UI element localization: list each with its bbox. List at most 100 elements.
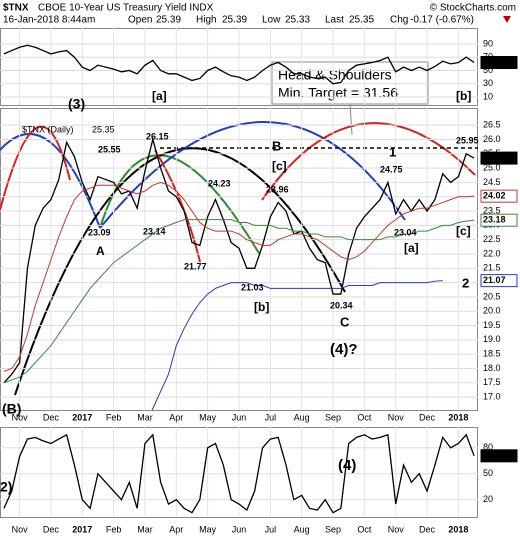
annotation: [b] (254, 300, 269, 314)
value-tag (480, 189, 518, 203)
x-tick-label: 2017 (72, 524, 92, 534)
x-tick-label: Dec (419, 524, 436, 534)
y-tick-label: 22.5 (483, 234, 501, 244)
down-arrow (503, 16, 511, 23)
x-tick-label: Nov (12, 524, 29, 534)
x-tick-label: Apr (169, 524, 183, 534)
callout-text: Min. Target = 31.56 (278, 85, 398, 101)
series-line (3, 181, 475, 372)
annotation: 21.77 (184, 261, 207, 271)
value-tag (480, 56, 518, 70)
x-tick-label: May (199, 524, 217, 534)
low-label: Low (262, 15, 281, 26)
symbol: $TNX (3, 3, 29, 14)
y-tick-label: 80 (483, 442, 493, 452)
x-tick-label: Jun (232, 524, 247, 534)
open-label: Open (128, 15, 152, 26)
credit: © StockCharts.com (430, 3, 516, 14)
low: 25.33 (285, 15, 310, 26)
y-tick-label: 19.0 (483, 334, 501, 344)
y-tick-label: 20 (483, 494, 493, 504)
annotation: (4) (338, 457, 356, 474)
x-tick-label: Sep (325, 412, 341, 422)
x-tick-label: Dec (43, 412, 60, 422)
cycle-arc (14, 147, 346, 396)
annotation: 26.15 (146, 131, 169, 141)
annotation: 25.55 (98, 144, 121, 154)
x-tick-label: Nov (12, 412, 29, 422)
high-label: High (196, 15, 217, 26)
y-tick-label: 17.5 (483, 377, 501, 387)
x-tick-label: 2017 (72, 412, 92, 422)
annotation: 1 (389, 144, 396, 159)
annotation: 24.75 (380, 164, 403, 174)
y-tick-label: 26.0 (483, 134, 501, 144)
y-tick-label: 10 (483, 91, 493, 101)
series-line (3, 219, 475, 384)
x-tick-label: Aug (294, 412, 310, 422)
x-tick-label: Jul (265, 412, 277, 422)
y-tick-label: 23.5 (483, 205, 501, 215)
chg-label: Chg (390, 15, 408, 26)
high: 25.39 (222, 15, 247, 26)
annotation: C (340, 314, 350, 329)
value-tag-label: 25.35 (483, 152, 506, 162)
value-tag-label: 24.02 (483, 191, 506, 201)
annotation: [a] (152, 89, 167, 103)
value-tag-label: 21.07 (483, 275, 506, 285)
callout-text: Head & Shoulders (278, 67, 392, 83)
annotation: [c] (456, 224, 471, 238)
series-line (151, 280, 443, 410)
y-tick-label: 90 (483, 38, 493, 48)
y-tick-label: 26.5 (483, 120, 501, 130)
x-tick-label: Feb (106, 412, 122, 422)
plot-area (3, 44, 475, 85)
plot-area (3, 136, 475, 410)
y-tick-label: 20.0 (483, 306, 501, 316)
series-line (3, 433, 475, 514)
open: 25.39 (156, 15, 181, 26)
x-tick-label: Oct (357, 412, 372, 422)
y-tick-label: 25.0 (483, 162, 501, 172)
x-tick-label: 2018 (448, 524, 468, 534)
x-tick-label: Aug (294, 524, 310, 534)
last: 25.35 (349, 15, 374, 26)
legend-value: 25.35 (92, 124, 115, 134)
y-tick-label: 22.0 (483, 248, 501, 258)
chg: -0.17 (-0.67%) (410, 15, 474, 26)
annotation: [b] (456, 89, 471, 103)
x-tick-label: Mar (137, 412, 153, 422)
cycle-arc (99, 121, 406, 229)
annotation: B (272, 138, 281, 153)
instrument-name: CBOE 10-Year US Treasury Yield INDX (38, 3, 214, 14)
y-tick-label: 24.5 (483, 177, 501, 187)
y-tick-label: 18.5 (483, 349, 501, 359)
annotation: (B) (2, 401, 21, 417)
value-tag-label: 62.01 (483, 57, 506, 67)
x-tick-label: Nov (388, 412, 405, 422)
date: 16-Jan-2018 8:44am (3, 15, 95, 26)
x-tick-label: Oct (357, 524, 372, 534)
x-tick-label: May (199, 412, 217, 422)
annotation: [a] (404, 241, 419, 255)
annotation: 25.95 (456, 135, 479, 145)
series-line (3, 136, 475, 384)
annotation: [c] (272, 159, 287, 173)
annotation: (4)? (330, 341, 358, 358)
x-tick-label: Apr (169, 412, 183, 422)
value-tag (480, 449, 518, 463)
value-tag (480, 213, 518, 227)
x-tick-label: Jul (265, 524, 277, 534)
value-tag-label: 70.7 (483, 450, 501, 460)
y-tick-label: 19.5 (483, 320, 501, 330)
cycle-arcs (0, 121, 476, 396)
annotation: 2 (462, 275, 469, 290)
annotation: 23.96 (266, 184, 289, 194)
y-tick-label: 50 (483, 468, 493, 478)
annotation: 23.04 (394, 227, 417, 237)
x-tick-label: Jun (232, 412, 247, 422)
value-tag-label: 23.18 (483, 215, 506, 225)
annotation: 23.14 (143, 226, 166, 236)
